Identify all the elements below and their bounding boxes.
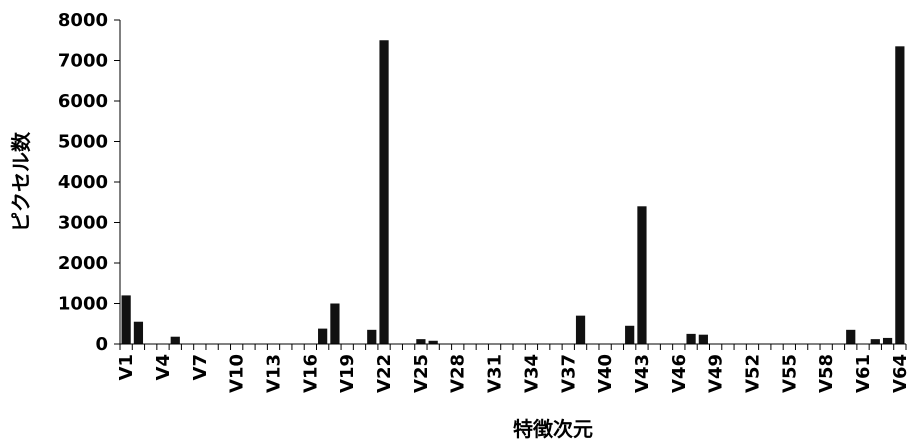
x-tick-label: V49: [706, 354, 727, 393]
bar-V21: [367, 329, 377, 344]
x-axis-title: 特徴次元: [513, 417, 593, 441]
bar-V38: [575, 315, 586, 344]
y-axis-ticks: 0 1000 2000 3000 4000 5000 6000 7000 8000: [58, 10, 120, 355]
x-tick-label: V4: [153, 354, 174, 380]
bar-V62: [870, 339, 880, 344]
bar-V25: [416, 339, 426, 344]
bar-V22: [379, 40, 389, 344]
x-axis-ticks: V1 V4 V7 V10 V13 V16 V19 V22 V25 V28 V31 V34 V37 V40 V…: [116, 344, 911, 393]
x-tick-label: V58: [816, 354, 837, 393]
x-tick-label: V22: [374, 354, 395, 393]
y-tick-label: 1000: [58, 294, 108, 315]
y-tick-label: 7000: [58, 51, 108, 72]
bar-V5: [170, 336, 180, 344]
x-tick-label: V28: [448, 354, 469, 393]
bar-V2: [133, 321, 144, 344]
y-tick-label: 5000: [58, 132, 108, 153]
bar-V48: [698, 334, 708, 344]
y-tick-label: 0: [95, 334, 108, 355]
x-tick-label: V64: [890, 354, 911, 393]
x-tick-label: V34: [521, 354, 542, 393]
x-tick-label: V25: [411, 354, 432, 393]
x-tick-label: V55: [779, 354, 800, 393]
bar-V1: [121, 295, 131, 344]
bar-V60: [846, 329, 856, 344]
y-tick-label: 3000: [58, 213, 108, 234]
x-tick-label: V19: [337, 354, 358, 393]
bar-V47: [686, 333, 696, 344]
x-tick-label: V46: [669, 354, 690, 393]
x-tick-label: V43: [632, 354, 653, 393]
bars: [121, 40, 905, 344]
bar-V26: [428, 340, 438, 344]
bar-V17: [318, 328, 328, 344]
y-tick-label: 4000: [58, 172, 108, 193]
y-axis-title: ピクセル数: [9, 131, 33, 232]
x-tick-label: V37: [558, 354, 579, 393]
y-tick-label: 6000: [58, 91, 108, 112]
x-tick-label: V7: [190, 354, 211, 380]
bar-V63: [882, 337, 893, 344]
bar-V43: [637, 206, 647, 344]
x-tick-label: V16: [300, 354, 321, 393]
x-tick-label: V10: [227, 354, 248, 393]
bar-V18: [330, 303, 340, 344]
x-tick-label: V52: [742, 354, 763, 393]
y-tick-label: 2000: [58, 253, 108, 274]
x-tick-label: V13: [264, 354, 285, 393]
x-tick-label: V1: [116, 354, 137, 380]
y-tick-label: 8000: [58, 10, 108, 31]
x-tick-label: V40: [595, 354, 616, 393]
bar-V42: [625, 325, 635, 344]
x-tick-label: V61: [853, 354, 874, 393]
bar-V64: [895, 46, 905, 344]
x-tick-label: V31: [485, 354, 506, 393]
